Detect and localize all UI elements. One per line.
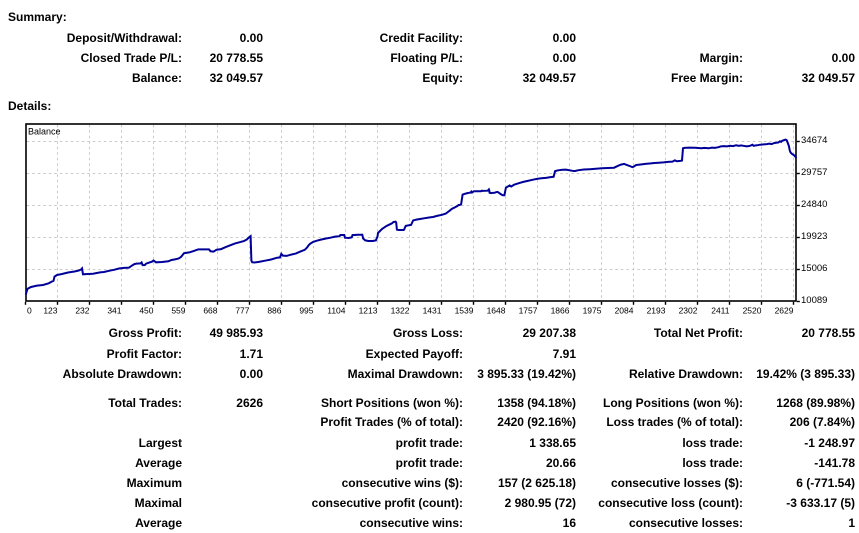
- svg-text:1975: 1975: [583, 306, 602, 316]
- svg-text:777: 777: [235, 306, 249, 316]
- svg-text:1866: 1866: [551, 306, 570, 316]
- svg-text:1539: 1539: [455, 306, 474, 316]
- svg-text:341: 341: [107, 306, 121, 316]
- svg-text:2193: 2193: [647, 306, 666, 316]
- svg-text:15006: 15006: [801, 263, 827, 274]
- svg-text:123: 123: [43, 306, 57, 316]
- svg-text:1104: 1104: [327, 306, 346, 316]
- svg-text:2084: 2084: [615, 306, 634, 316]
- svg-text:232: 232: [75, 306, 89, 316]
- svg-text:1757: 1757: [519, 306, 538, 316]
- svg-text:450: 450: [139, 306, 153, 316]
- svg-text:29757: 29757: [801, 167, 827, 178]
- svg-text:24840: 24840: [801, 199, 827, 210]
- svg-text:Balance: Balance: [28, 127, 61, 137]
- svg-text:1648: 1648: [487, 306, 506, 316]
- svg-text:1431: 1431: [423, 306, 442, 316]
- svg-text:0: 0: [27, 306, 32, 316]
- svg-text:2302: 2302: [679, 306, 698, 316]
- svg-text:2629: 2629: [775, 306, 794, 316]
- svg-text:559: 559: [171, 306, 185, 316]
- svg-text:995: 995: [299, 306, 313, 316]
- svg-text:34674: 34674: [801, 135, 827, 146]
- svg-text:19923: 19923: [801, 231, 827, 242]
- svg-text:2520: 2520: [743, 306, 762, 316]
- svg-text:668: 668: [203, 306, 217, 316]
- svg-text:2411: 2411: [711, 306, 730, 316]
- svg-text:1213: 1213: [359, 306, 378, 316]
- svg-text:1322: 1322: [391, 306, 410, 316]
- svg-text:886: 886: [267, 306, 281, 316]
- svg-text:10089: 10089: [801, 295, 827, 306]
